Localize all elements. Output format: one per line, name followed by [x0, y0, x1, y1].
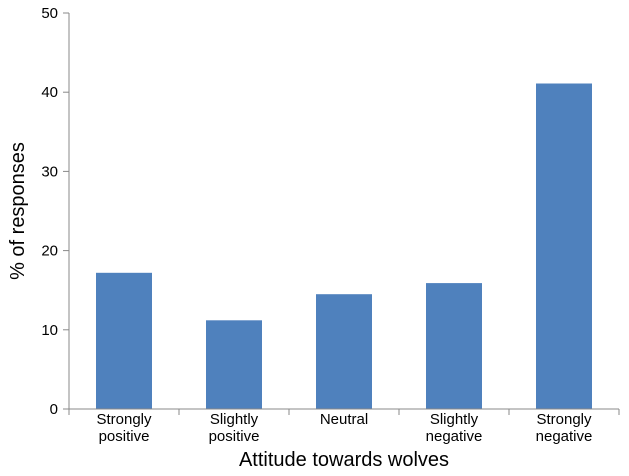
y-axis-label: % of responses	[7, 142, 29, 280]
x-tick-label-line: negative	[536, 428, 593, 445]
bar-3	[426, 283, 482, 409]
x-tick-label-4: Strongly negative	[536, 411, 593, 445]
x-axis-label: Attitude towards wolves	[239, 449, 449, 471]
x-tick-label-line: Neutral	[320, 411, 368, 428]
bar-1	[206, 320, 262, 409]
y-tick-label-1: 10	[41, 322, 58, 339]
x-tick-label-line: positive	[209, 428, 260, 445]
y-tick-label-3: 30	[41, 163, 58, 180]
x-tick-label-1: Slightly positive	[209, 411, 260, 445]
x-tick-label-line: Slightly	[210, 411, 259, 428]
bars-layer	[96, 83, 592, 409]
y-tick-label-0: 0	[50, 401, 58, 418]
x-tick-label-line: Slightly	[430, 411, 479, 428]
y-tick-label-2: 20	[41, 243, 58, 260]
y-tick-label-4: 40	[41, 84, 58, 101]
y-tick-label-5: 50	[41, 5, 58, 22]
x-tick-label-line: negative	[426, 428, 483, 445]
bar-0	[96, 272, 152, 409]
bar-4	[536, 83, 592, 409]
axes-layer	[63, 12, 620, 415]
x-tick-label-line: Strongly	[96, 411, 152, 428]
x-tick-label-0: Strongly positive	[96, 411, 152, 445]
x-tick-label-3: Slightly negative	[426, 411, 483, 445]
x-tick-label-line: positive	[99, 428, 150, 445]
x-tick-label-2: Neutral	[320, 411, 368, 428]
x-tick-label-line: Strongly	[536, 411, 592, 428]
bar-2	[316, 294, 372, 409]
